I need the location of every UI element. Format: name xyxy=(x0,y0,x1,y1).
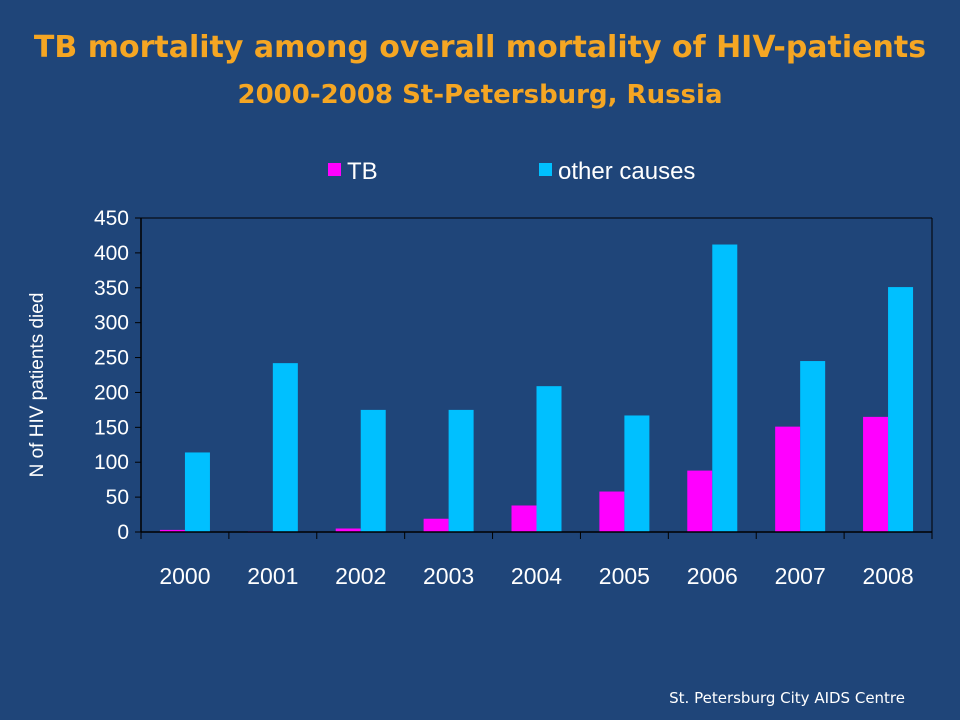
bar-tb-2006 xyxy=(687,470,713,532)
y-tick-label: 450 xyxy=(94,207,129,230)
footer-source: St. Petersburg City AIDS Centre xyxy=(669,689,905,707)
bar-other-causes-2007 xyxy=(800,361,826,532)
bar-other-causes-2006 xyxy=(712,244,738,532)
bar-tb-2002 xyxy=(335,528,361,532)
y-tick-label: 50 xyxy=(106,486,129,509)
x-tick-label-2001: 2001 xyxy=(247,563,298,589)
x-tick-label-2005: 2005 xyxy=(599,563,650,589)
chart-title: TB mortality among overall mortality of … xyxy=(33,30,927,65)
x-tick-label-2006: 2006 xyxy=(687,563,738,589)
y-tick-label: 250 xyxy=(94,347,129,370)
bars-group xyxy=(159,244,914,532)
bar-other-causes-2004 xyxy=(536,386,562,532)
y-tick-label: 200 xyxy=(94,381,129,404)
bar-other-causes-2003 xyxy=(448,409,474,532)
y-tick-label: 0 xyxy=(117,521,129,544)
bar-tb-2000 xyxy=(159,529,185,532)
y-axis-label: N of HIV patients died xyxy=(27,293,48,478)
chart-subtitle: 2000-2008 St-Petersburg, Russia xyxy=(237,80,723,110)
x-tick-label-2004: 2004 xyxy=(511,563,562,589)
ticks-group: 0 50 100 150 200 250 300 350 400 450 2000 2001 2002 2… xyxy=(94,207,933,589)
x-tick-label-2000: 2000 xyxy=(159,563,210,589)
bar-other-causes-2001 xyxy=(272,363,298,532)
bar-tb-2005 xyxy=(599,491,625,532)
bar-tb-2007 xyxy=(775,426,801,532)
x-tick-label-2007: 2007 xyxy=(775,563,826,589)
legend-swatch-tb xyxy=(328,163,341,176)
bar-other-causes-2008 xyxy=(888,287,914,532)
bar-other-causes-2000 xyxy=(184,452,210,532)
bar-tb-2004 xyxy=(511,505,537,532)
y-tick-label: 300 xyxy=(94,312,129,335)
x-tick-label-2008: 2008 xyxy=(862,563,913,589)
bar-tb-2003 xyxy=(423,518,449,532)
axes-group xyxy=(140,217,933,533)
y-tick-label: 150 xyxy=(94,416,129,439)
legend: TB other causes xyxy=(328,158,695,185)
y-tick-label: 100 xyxy=(94,451,129,474)
bar-other-causes-2005 xyxy=(624,415,650,532)
bar-tb-2008 xyxy=(863,416,889,532)
y-tick-label: 400 xyxy=(94,242,129,265)
legend-label-other-causes: other causes xyxy=(558,158,695,185)
y-tick-label: 350 xyxy=(94,277,129,300)
legend-label-tb: TB xyxy=(347,158,378,185)
bar-other-causes-2002 xyxy=(360,409,386,532)
x-tick-label-2003: 2003 xyxy=(423,563,474,589)
x-tick-label-2002: 2002 xyxy=(335,563,386,589)
legend-swatch-other-causes xyxy=(539,163,552,176)
